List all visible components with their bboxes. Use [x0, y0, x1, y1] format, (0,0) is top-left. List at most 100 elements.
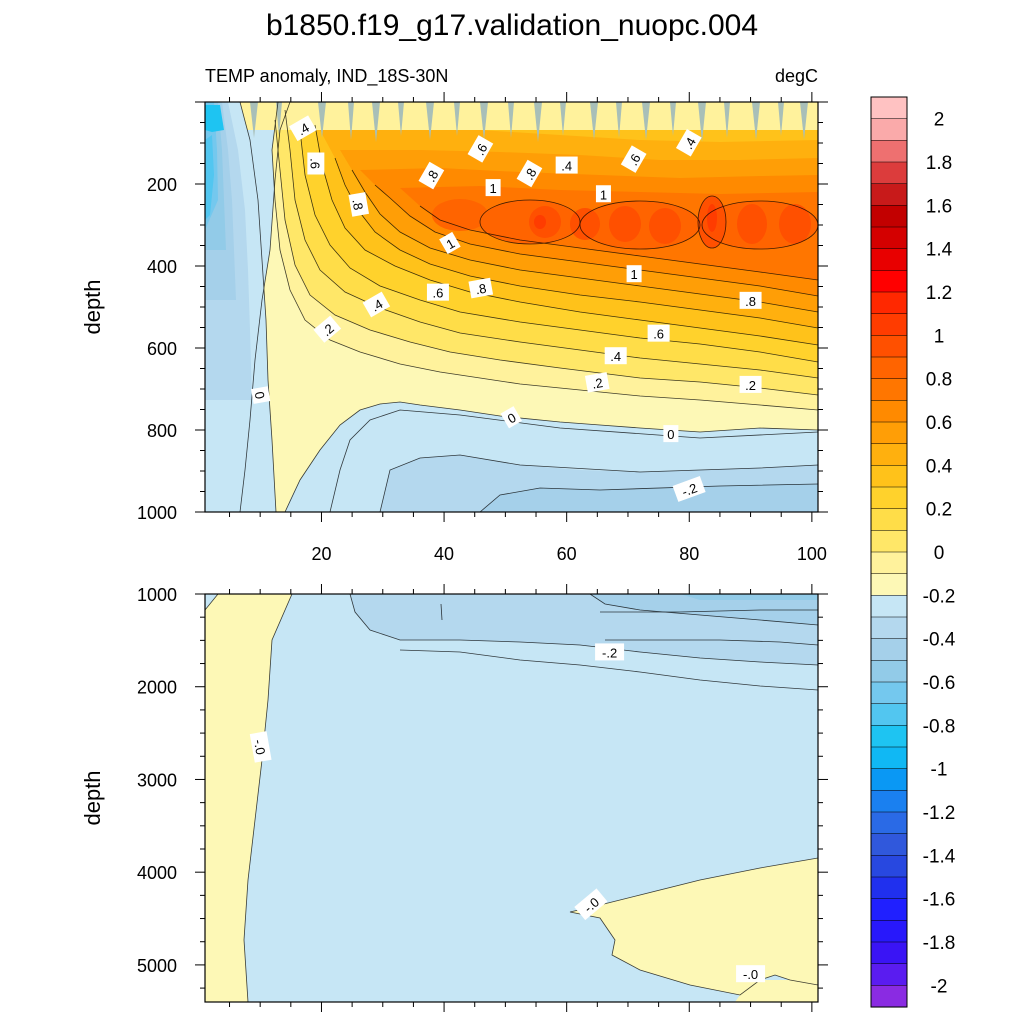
contour-label: .6: [647, 324, 670, 342]
svg-text:.4: .4: [610, 349, 621, 364]
svg-text:0: 0: [667, 427, 674, 442]
colorbar-label: 1.8: [926, 153, 952, 174]
contour-label: -.2: [672, 476, 706, 502]
contour-label: 0: [500, 406, 522, 429]
contour-label: .2: [739, 375, 762, 393]
contour-label: .6: [307, 152, 325, 175]
bottom-panel: 1000 2000 3000 4000 5000 -.2 -.0 -.0 -.0 depth: [80, 584, 828, 1012]
svg-text:.8: .8: [349, 198, 366, 211]
svg-text:-.0: -.0: [743, 967, 758, 982]
y-tick-label: 200: [147, 175, 177, 195]
colorbar-swatch: [870, 96, 908, 120]
x-tick-label: 80: [679, 544, 699, 564]
colorbar-swatch: [870, 898, 908, 921]
colorbar-label: 1.6: [926, 196, 952, 217]
contour-label: .6: [620, 145, 647, 173]
y-tick-label: 1000: [137, 503, 177, 523]
colorbar-swatch: [870, 270, 908, 293]
contour-label: -.0: [574, 888, 608, 921]
svg-text:.2: .2: [745, 378, 756, 393]
svg-text:.2: .2: [591, 375, 604, 392]
colorbar-swatch: [870, 768, 908, 791]
colorbar-swatch: [870, 746, 908, 770]
colorbar-swatch: [870, 790, 908, 813]
colorbar-swatch: [870, 855, 908, 878]
colorbar-label: -2: [931, 976, 948, 997]
svg-text:.8: .8: [745, 294, 756, 309]
y-tick-label: 3000: [137, 770, 177, 790]
colorbar-label: -1.6: [923, 890, 956, 911]
colorbar-swatch: [870, 335, 908, 358]
colorbar-swatch: [870, 378, 908, 401]
colorbar-swatch: [870, 486, 908, 510]
y-tick-label: 400: [147, 257, 177, 277]
colorbar-swatch: [870, 638, 908, 661]
colorbar-swatch: [870, 725, 908, 748]
contour-label: 1: [595, 185, 611, 203]
colorbar-swatch: [870, 573, 908, 596]
colorbar-swatch: [870, 508, 908, 531]
units-label: degC: [775, 66, 818, 86]
colorbar-label: 0.4: [926, 456, 953, 477]
svg-text:.4: .4: [561, 159, 572, 174]
colorbar-swatch: [870, 140, 908, 163]
colorbar-swatch: [870, 443, 908, 466]
svg-text:.6: .6: [653, 327, 664, 342]
colorbar-swatch: [870, 703, 908, 726]
contour-label: .4: [362, 291, 391, 318]
contour-label: .4: [289, 115, 317, 142]
colorbar-label: -0.2: [923, 586, 956, 607]
colorbar-label: 0.6: [926, 413, 952, 434]
contour-label: .4: [675, 128, 702, 157]
colorbar-swatch: [870, 660, 908, 683]
colorbar-swatch: [870, 920, 908, 943]
svg-text:-.0: -.0: [251, 738, 268, 756]
colorbar-label: -1: [931, 760, 948, 781]
x-tick-label: 60: [557, 544, 577, 564]
colorbar-swatch: [870, 248, 908, 271]
y-tick-label: 4000: [137, 863, 177, 883]
colorbar-swatch: [870, 291, 908, 315]
contour-label: .8: [348, 192, 370, 217]
colorbar-swatch: [870, 681, 908, 705]
colorbar-swatch: [870, 595, 908, 618]
colorbar-swatch: [870, 811, 908, 835]
svg-text:-.0: -.0: [581, 894, 602, 915]
svg-text:.8: .8: [474, 281, 487, 298]
contour-label: .4: [604, 347, 627, 365]
contour-label: .6: [426, 283, 449, 301]
colorbar-swatch: [870, 421, 908, 445]
colorbar-swatch: [870, 183, 908, 206]
svg-text:-.2: -.2: [602, 645, 617, 660]
contour-label: .6: [467, 135, 494, 163]
colorbar-swatch: [870, 465, 908, 488]
colorbar-swatch: [870, 118, 908, 141]
colorbar-swatch: [870, 551, 908, 575]
contour-label: .4: [555, 156, 578, 174]
svg-text:1: 1: [489, 181, 496, 196]
colorbar-swatch: [870, 530, 908, 553]
y-tick-label: 600: [147, 339, 177, 359]
contour-label: .2: [584, 372, 610, 393]
colorbar-label: 1.4: [926, 240, 953, 261]
x-tick-label: 40: [434, 544, 454, 564]
contour-label: 0: [663, 425, 679, 443]
contour-label: .8: [468, 277, 494, 299]
svg-text:.6: .6: [307, 158, 322, 169]
colorbar-swatch: [870, 313, 908, 336]
contour-label: .8: [739, 291, 762, 309]
colorbar-label: -0.4: [923, 630, 956, 651]
contour-label: -.0: [736, 965, 766, 983]
colorbar-label: -1.2: [923, 803, 956, 824]
top-ylabel: depth: [80, 279, 105, 334]
colorbar-label: 1: [934, 326, 945, 347]
colorbar-label: 0.8: [926, 370, 952, 391]
svg-text:0: 0: [252, 390, 268, 400]
bottom-ylabel: depth: [80, 770, 105, 825]
x-tick-label: 20: [311, 544, 331, 564]
contour-label: 1: [485, 179, 501, 197]
colorbar-swatch: [870, 963, 908, 986]
contour-label: .8: [418, 161, 445, 190]
